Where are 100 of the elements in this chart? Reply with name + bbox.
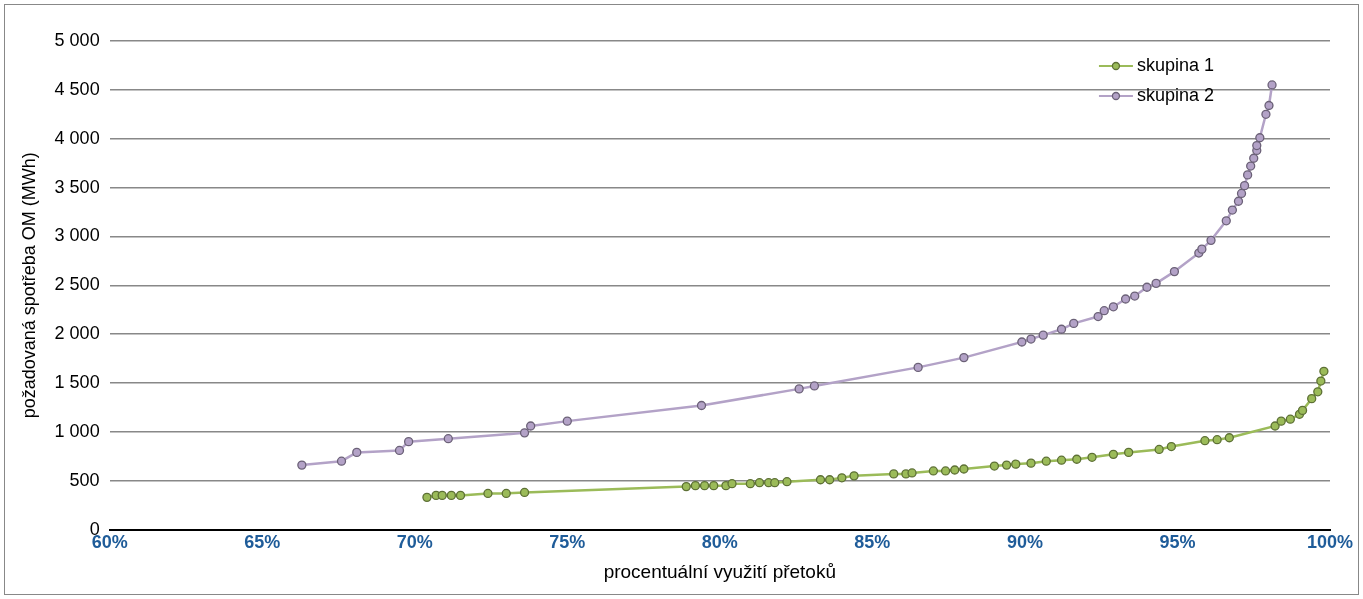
- point: [1200, 436, 1210, 446]
- point: [1056, 455, 1067, 465]
- point: [1154, 444, 1164, 455]
- point: [1197, 244, 1207, 254]
- point: [562, 416, 572, 426]
- x-tick-label: 100%: [1306, 532, 1354, 553]
- y-axis-title: požadovaná spotřeba OM (MWh): [18, 152, 39, 419]
- point: [989, 461, 1000, 471]
- point: [297, 460, 307, 470]
- point: [1038, 330, 1048, 340]
- point: [837, 473, 847, 483]
- point: [1313, 387, 1323, 397]
- x-tick-label: 85%: [854, 532, 891, 553]
- x-axis-title: procentuální využití přetoků: [603, 560, 836, 582]
- point: [352, 447, 362, 458]
- y-tick-label: 4 500: [54, 78, 100, 99]
- point: [1267, 80, 1277, 90]
- point: [1249, 153, 1259, 163]
- point: [889, 469, 899, 479]
- point: [403, 437, 414, 447]
- point: [1242, 170, 1253, 180]
- point: [1087, 452, 1097, 462]
- point: [745, 479, 755, 489]
- point: [1212, 435, 1222, 445]
- point: [1261, 109, 1271, 119]
- point: [959, 352, 969, 363]
- point: [1316, 376, 1326, 386]
- point: [825, 475, 835, 485]
- x-tick-label: 75%: [549, 532, 586, 553]
- y-tick-label: 1 500: [54, 371, 100, 392]
- point: [1069, 318, 1079, 329]
- point: [1166, 441, 1176, 452]
- point: [907, 468, 917, 478]
- point: [1108, 449, 1119, 460]
- point: [699, 480, 710, 491]
- point: [815, 475, 826, 485]
- point: [709, 480, 719, 491]
- point: [913, 362, 923, 373]
- point: [1041, 456, 1051, 466]
- point: [1246, 161, 1256, 171]
- y-tick-label: 2 500: [54, 274, 100, 295]
- point: [1026, 334, 1036, 344]
- x-tick-label: 80%: [701, 532, 738, 553]
- point: [1206, 235, 1216, 245]
- point: [928, 466, 939, 476]
- point: [1276, 416, 1286, 426]
- point: [696, 400, 707, 411]
- y-tick-label: 3 500: [54, 176, 100, 197]
- x-tick-label: 65%: [244, 532, 281, 553]
- point: [1169, 266, 1180, 277]
- point: [1285, 414, 1295, 424]
- point: [1093, 311, 1103, 322]
- point: [690, 480, 701, 491]
- point: [519, 487, 530, 498]
- point: [1252, 140, 1262, 151]
- point: [519, 428, 530, 438]
- point: [849, 471, 859, 481]
- y-tick-label: 1 000: [54, 420, 100, 441]
- x-tick-label: 90%: [1006, 532, 1043, 553]
- point: [1123, 447, 1134, 458]
- point: [437, 490, 447, 501]
- point: [1108, 302, 1119, 312]
- point: [455, 490, 466, 501]
- point: [1017, 337, 1027, 347]
- point: [727, 479, 737, 489]
- point: [422, 492, 432, 502]
- point: [1056, 324, 1067, 334]
- point: [782, 477, 792, 487]
- point: [483, 488, 493, 499]
- legend-label: skupina 1: [1136, 54, 1215, 75]
- point: [1099, 306, 1109, 316]
- point: [443, 434, 453, 444]
- y-tick-label: 2 000: [54, 323, 100, 344]
- point: [1224, 433, 1234, 443]
- point: [940, 466, 951, 476]
- point: [394, 445, 405, 456]
- point: [1319, 366, 1329, 376]
- point: [809, 381, 820, 391]
- legend-label: skupina 2: [1136, 84, 1215, 105]
- point: [526, 421, 536, 431]
- x-tick-label: 95%: [1159, 532, 1196, 553]
- point: [681, 481, 691, 492]
- point: [336, 456, 347, 466]
- point: [950, 465, 960, 475]
- y-tick-label: 5 000: [54, 29, 100, 50]
- point: [1239, 180, 1250, 191]
- point: [1297, 405, 1308, 416]
- point: [446, 490, 456, 501]
- y-tick-label: 4 000: [54, 127, 100, 148]
- point: [1072, 454, 1082, 464]
- point: [1011, 459, 1021, 469]
- point: [1130, 291, 1140, 301]
- point: [501, 488, 511, 499]
- point: [1307, 394, 1317, 404]
- point: [1142, 282, 1152, 292]
- x-tick-label: 70%: [396, 532, 433, 553]
- y-tick-label: 500: [69, 469, 100, 490]
- point: [1120, 294, 1131, 304]
- point: [1221, 216, 1231, 226]
- point: [1255, 133, 1265, 143]
